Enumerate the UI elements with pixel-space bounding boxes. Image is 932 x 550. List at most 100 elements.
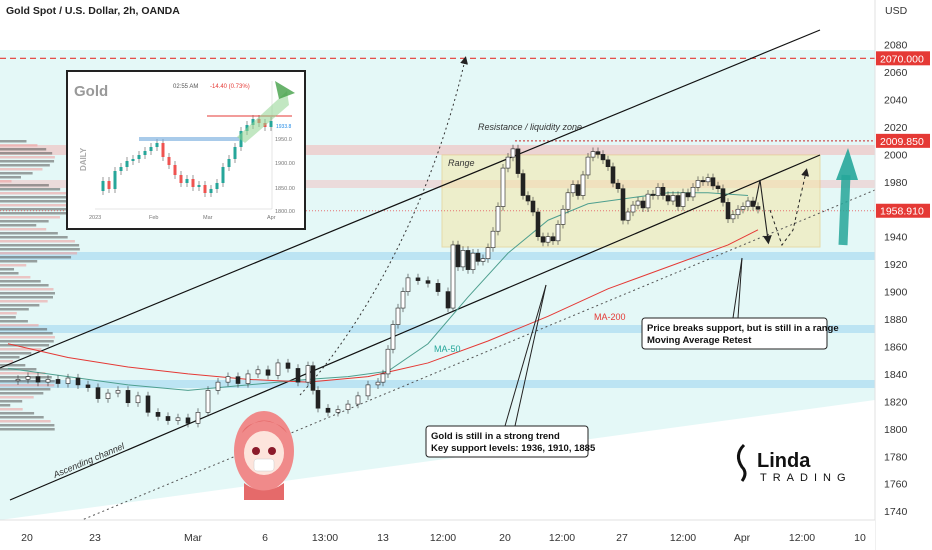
volume-bar [0,256,72,259]
volume-bar [0,396,34,399]
candle [415,277,421,281]
inset-candle [221,167,225,183]
inset-change: -14.40 (0.73%) [210,84,250,90]
volume-bar [0,188,61,191]
candle [465,250,471,270]
volume-bar [0,252,78,255]
volume-bar [0,320,28,323]
x-tick-label: 27 [616,532,628,544]
price-axis[interactable] [875,0,932,550]
inset-candle [125,161,129,167]
volume-bar [0,356,20,359]
candle [665,195,671,202]
candle [500,167,506,207]
candle [685,192,691,198]
candle [245,373,251,384]
candle [745,200,751,207]
volume-bar [0,332,53,335]
y-tick-label: 1820 [884,396,908,408]
support-band-3 [0,380,875,388]
candle [540,236,546,243]
candle [690,186,696,198]
volume-bar [0,280,41,283]
volume-bar [0,344,50,347]
logo-word2: TRADING [760,472,852,484]
candle [630,204,636,213]
candle [115,390,121,394]
inset-candle [167,157,171,165]
candle [750,200,756,207]
callout-trend-line2: Key support levels: 1936, 1910, 1885 [431,443,596,454]
candle [255,369,261,375]
y-tick-label: 1840 [884,369,908,381]
inset-candle [173,165,177,175]
y-tick-label: 1740 [884,506,908,518]
projection-path [754,168,810,247]
candle [400,291,406,309]
bullish-arrow [836,148,858,246]
inset-candle [191,179,195,187]
candle [405,277,411,292]
ma-50-line [7,192,749,391]
inset-candle [131,159,135,161]
candle [590,151,596,158]
y-tick-label: 1920 [884,259,908,271]
zone-bands [0,145,875,388]
volume-bar [0,300,48,303]
volume-bar [0,284,49,287]
candle [595,151,601,155]
candle [285,362,291,369]
y-tick-label: 1880 [884,314,908,326]
y-tick-label: 1860 [884,341,908,353]
candle [455,244,461,268]
volume-bar [0,428,55,431]
volume-bar [0,372,46,375]
candle [435,283,441,292]
volume-bar [0,296,53,299]
projection-curve [299,56,468,396]
inset-candle [203,185,207,193]
inset-candle [233,147,237,159]
volume-bar [0,140,27,143]
time-axis[interactable] [0,520,875,550]
y-tick-label: 1940 [884,232,908,244]
candle [225,376,231,383]
inset-candle [137,155,141,159]
inset-x-0: 2023 [89,215,101,221]
candle [550,236,556,242]
volume-bar [0,184,49,187]
candle [310,365,316,391]
inset-candle [269,121,273,127]
candle [235,376,241,384]
callout-trend-line1: Gold is still in a strong trend [431,431,560,442]
volume-bar [0,340,54,343]
volume-bar [0,380,55,383]
candle [670,195,676,202]
y-tick-label: 1780 [884,451,908,463]
candle [380,373,386,383]
inset-x-1: Feb [149,215,158,221]
volume-bar [0,156,55,159]
candle [315,390,321,409]
volume-bar [0,416,44,419]
inset-candle [149,147,153,151]
candle [450,244,456,309]
candle [520,173,526,196]
candle [505,156,511,169]
x-tick-label: 13 [377,532,389,544]
price-tag [876,203,930,218]
candle [560,208,566,225]
y-tick-label: 1980 [884,177,908,189]
range-label: Range [448,158,475,168]
inset-y-1: 1900.00 [275,161,295,167]
y-tick-label: 2000 [884,149,908,161]
volume-bar [0,144,38,147]
inset-candle [197,185,201,187]
inset-candle [215,183,219,189]
volume-bar [0,216,60,219]
inset-x-3: Apr [267,215,276,221]
callout-left-pointer [504,284,547,427]
inset-y-3: 1800.00 [275,209,295,215]
candle [365,384,371,397]
support-band-2 [0,325,875,333]
